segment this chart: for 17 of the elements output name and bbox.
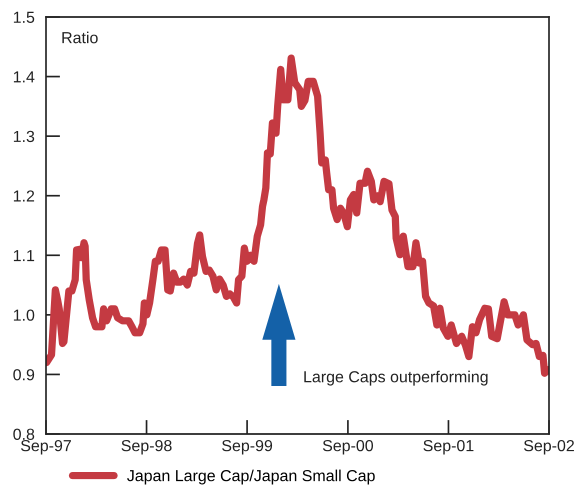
y-tick-label: 1.4 [14,71,34,82]
x-tick-label: Sep-97 [20,440,71,454]
y-tick-label: 1.3 [14,130,34,142]
y-tick-label: 1.5 [14,12,34,23]
y-tick-label: 1.1 [14,250,34,262]
x-tick-label: Sep-01 [423,440,474,454]
annotation: Large Caps outperforming [304,370,488,386]
x-tick-label: Sep-00 [322,440,374,454]
x-tick-label: Sep-98 [122,440,172,454]
x-tick-label: Sep-02 [524,440,574,454]
y-tick-label: 1.2 [14,190,34,202]
x-tick-label: Sep-99 [222,440,272,454]
y-tick-label: 0.8 [13,428,34,440]
y-axis-title: Ratio [62,32,98,44]
legend-label: Japan Large Cap/Japan Small Cap [127,470,375,484]
y-tick-label: 1.0 [14,309,34,321]
y-tick-label: 0.9 [13,369,34,380]
